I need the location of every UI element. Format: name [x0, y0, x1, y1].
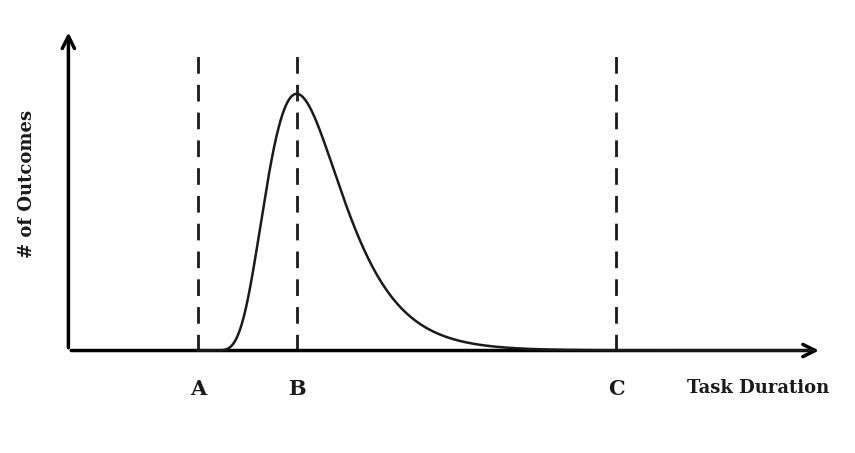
- Text: # of Outcomes: # of Outcomes: [18, 110, 36, 258]
- Text: B: B: [288, 380, 305, 400]
- Text: Task Duration: Task Duration: [687, 380, 829, 397]
- Text: C: C: [608, 380, 625, 400]
- Text: A: A: [190, 380, 206, 400]
